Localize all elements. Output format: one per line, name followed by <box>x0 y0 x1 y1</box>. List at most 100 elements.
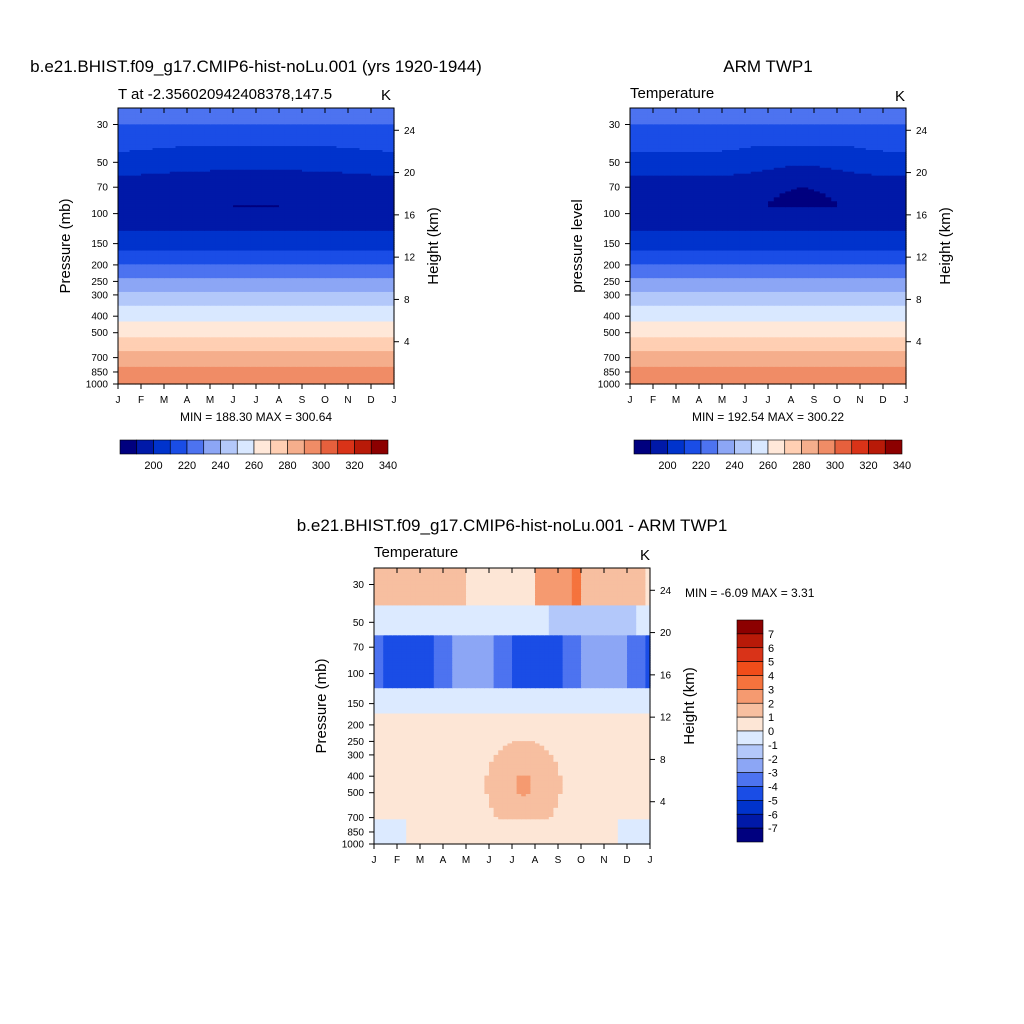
temperature-cell <box>192 214 200 218</box>
temperature-cell <box>123 370 131 373</box>
temperature-cell <box>371 324 378 328</box>
temperature-cell <box>256 246 263 249</box>
temperature-cell <box>376 342 384 346</box>
temperature-cell <box>388 374 395 377</box>
temperature-cell <box>382 291 389 294</box>
temperature-cell <box>336 249 343 253</box>
temperature-cell <box>296 307 303 310</box>
temperature-cell <box>198 238 205 241</box>
temperature-cell <box>290 370 297 373</box>
temperature-cell <box>313 336 320 340</box>
temperature-cell <box>302 251 309 255</box>
temperature-cell <box>164 342 171 346</box>
temperature-cell <box>365 322 372 326</box>
temperature-cell <box>302 218 309 221</box>
temperature-cell <box>290 326 297 330</box>
temperature-cell <box>141 315 148 318</box>
temperature-cell <box>175 356 182 359</box>
temperature-cell <box>382 315 389 318</box>
temperature-cell <box>238 283 246 287</box>
temperature-cell <box>129 354 136 357</box>
temperature-cell <box>302 354 309 357</box>
temperature-cell <box>129 293 136 296</box>
temperature-cell <box>204 309 211 312</box>
temperature-cell <box>135 234 142 237</box>
temperature-cell <box>250 297 257 300</box>
temperature-cell <box>146 303 154 306</box>
temperature-cell <box>129 200 136 204</box>
temperature-cell <box>261 238 269 241</box>
temperature-cell <box>319 194 326 198</box>
temperature-cell <box>221 318 228 322</box>
temperature-cell <box>141 328 148 332</box>
temperature-cell <box>319 206 326 210</box>
temperature-cell <box>164 287 171 290</box>
temperature-cell <box>198 376 205 379</box>
temperature-cell <box>215 283 223 287</box>
temperature-cell <box>313 344 320 348</box>
temperature-cell <box>238 350 246 354</box>
temperature-cell <box>164 218 171 221</box>
temperature-cell <box>284 281 292 285</box>
temperature-cell <box>123 348 131 352</box>
temperature-cell <box>210 315 217 318</box>
temperature-cell <box>146 204 154 208</box>
temperature-cell <box>198 374 205 377</box>
temperature-cell <box>279 326 286 330</box>
temperature-cell <box>187 192 194 196</box>
temperature-cell <box>279 265 286 269</box>
temperature-cell <box>221 214 228 218</box>
temperature-cell <box>238 247 246 251</box>
temperature-cell <box>210 352 217 356</box>
temperature-cell <box>169 328 177 332</box>
temperature-cell <box>279 279 286 283</box>
temperature-cell <box>221 277 228 281</box>
temperature-cell <box>336 234 343 237</box>
temperature-cell <box>376 220 384 223</box>
temperature-cell <box>307 202 315 206</box>
temperature-cell <box>204 196 211 200</box>
temperature-cell <box>238 226 246 229</box>
temperature-cell <box>175 182 182 186</box>
temperature-cell <box>192 230 200 233</box>
temperature-cell <box>284 334 292 338</box>
temperature-cell <box>348 261 355 265</box>
temperature-cell <box>187 202 194 206</box>
temperature-cell <box>330 322 338 326</box>
temperature-cell <box>256 242 263 245</box>
temperature-cell <box>382 204 389 208</box>
temperature-cell <box>210 192 217 196</box>
temperature-cell <box>342 328 349 332</box>
temperature-cell <box>359 247 366 251</box>
temperature-cell <box>238 372 246 375</box>
temperature-cell <box>290 240 297 243</box>
temperature-cell <box>244 251 251 255</box>
temperature-cell <box>348 190 355 194</box>
temperature-cell <box>198 342 205 346</box>
temperature-cell <box>261 208 269 212</box>
temperature-cell <box>353 368 361 371</box>
temperature-cell <box>313 356 320 359</box>
temperature-cell <box>233 362 240 365</box>
temperature-cell <box>330 240 338 243</box>
temperature-cell <box>146 354 154 357</box>
temperature-cell <box>325 311 332 314</box>
temperature-cell <box>302 214 309 218</box>
temperature-cell <box>267 299 274 302</box>
temperature-cell <box>365 200 372 204</box>
temperature-cell <box>169 224 177 227</box>
temperature-cell <box>135 251 142 255</box>
temperature-cell <box>319 358 326 361</box>
temperature-cell <box>244 356 251 359</box>
temperature-cell <box>181 182 188 186</box>
temperature-cell <box>192 348 200 352</box>
temperature-cell <box>307 249 315 253</box>
temperature-cell <box>118 362 125 365</box>
temperature-cell <box>307 265 315 269</box>
temperature-cell <box>376 322 384 326</box>
temperature-cell <box>164 372 171 375</box>
temperature-cell <box>284 358 292 361</box>
temperature-cell <box>135 194 142 198</box>
temperature-cell <box>302 234 309 237</box>
temperature-cell <box>330 261 338 265</box>
